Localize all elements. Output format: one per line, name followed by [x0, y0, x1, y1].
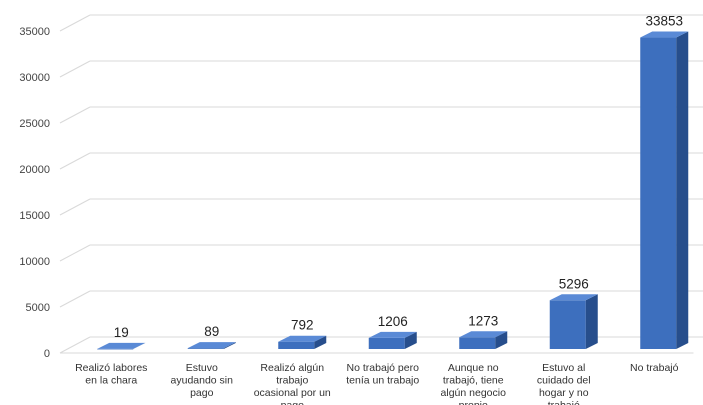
category-label-line: ocasional por un: [254, 387, 331, 399]
data-label: 1206: [378, 314, 408, 329]
y-tick-label: 35000: [19, 26, 50, 38]
gridline-diagonal: [59, 14, 91, 32]
bar-side: [314, 335, 327, 349]
bar: [549, 294, 598, 349]
category-label: Realizó labores en la chara: [75, 362, 147, 387]
category-label-line: Aunque no: [448, 362, 499, 374]
data-label: 33853: [645, 14, 683, 29]
bar-side: [223, 342, 236, 349]
bar: [97, 342, 146, 350]
y-tick-label: 0: [44, 348, 50, 360]
bar-front: [549, 300, 586, 349]
category-label-line: No trabajó pero: [347, 362, 420, 374]
bar-front: [459, 337, 496, 349]
category-label: No trabajó: [630, 362, 679, 374]
category-label-line: trabajó: [548, 400, 580, 405]
y-tick-label: 5000: [26, 302, 50, 314]
bar-top: [278, 335, 327, 342]
data-label: 5296: [559, 276, 589, 291]
category-label-line: en la chara: [85, 375, 137, 387]
bars: [97, 31, 689, 350]
data-labels: 19 89 792 1206 1273 5296 33853: [114, 14, 683, 340]
gridline-diagonal: [59, 290, 91, 308]
gridline-diagonal: [59, 106, 91, 124]
bar-side: [676, 31, 689, 350]
gridline-diagonal: [59, 60, 91, 78]
bar: [459, 331, 508, 349]
y-tick-label: 25000: [19, 118, 50, 130]
bar: [278, 335, 327, 349]
bar-side: [585, 294, 598, 349]
data-label: 1273: [468, 313, 498, 328]
bar-front: [97, 348, 134, 350]
category-label-line: Realizó labores: [75, 362, 147, 374]
category-label-line: Estuvo al: [542, 362, 585, 374]
bar-top: [97, 342, 146, 349]
category-label-line: hogar y no: [539, 387, 589, 399]
bar-top: [549, 294, 598, 301]
category-label: No trabajó pero tenía un trabajo: [346, 362, 419, 387]
category-label-line: pago: [190, 387, 214, 399]
category-label-line: cuidado del: [537, 375, 591, 387]
y-axis: 0 5000 10000 15000 20000 25000 30000 35000: [19, 26, 50, 360]
category-label-line: trabajo: [276, 375, 308, 387]
category-label-line: Realizó algún: [260, 362, 324, 374]
data-label: 792: [291, 318, 314, 333]
bar-side: [133, 342, 146, 349]
bar-top: [640, 31, 689, 38]
bar: [368, 331, 417, 349]
bar-side: [495, 331, 508, 349]
category-labels: Realizó labores en la chara Estuvo ayudando…: [75, 362, 679, 405]
category-label-line: Estuvo: [186, 362, 218, 374]
data-label: 89: [204, 324, 219, 339]
bar-side: [404, 331, 417, 349]
category-label-line: propio: [459, 400, 488, 405]
data-label: 19: [114, 325, 129, 340]
category-label-line: tenía un trabajo: [346, 375, 419, 387]
bar-front: [640, 37, 677, 349]
bar-front: [368, 337, 405, 349]
category-label-line: algún negocio: [441, 387, 507, 399]
category-label-line: pago: [281, 400, 305, 405]
bar-top: [459, 331, 508, 338]
category-label-line: ayudando sin: [171, 375, 234, 387]
y-tick-label: 30000: [19, 72, 50, 84]
gridline-diagonal: [59, 244, 91, 262]
y-tick-label: 10000: [19, 256, 50, 268]
category-label-line: trabajó, tiene: [443, 375, 504, 387]
gridlines: [59, 14, 703, 354]
bar-top: [187, 342, 236, 349]
gridline-diagonal: [59, 152, 91, 170]
y-tick-label: 15000: [19, 210, 50, 222]
bar-top: [368, 331, 417, 338]
bar-front: [187, 348, 224, 349]
gridline-diagonal: [59, 336, 91, 354]
bar: [640, 31, 689, 350]
y-tick-label: 20000: [19, 164, 50, 176]
bar-front: [278, 341, 315, 349]
gridline-diagonal: [59, 198, 91, 216]
bar: [187, 342, 236, 349]
category-label: Estuvo ayudando sin pago: [171, 362, 234, 399]
category-label-line: No trabajó: [630, 362, 679, 374]
